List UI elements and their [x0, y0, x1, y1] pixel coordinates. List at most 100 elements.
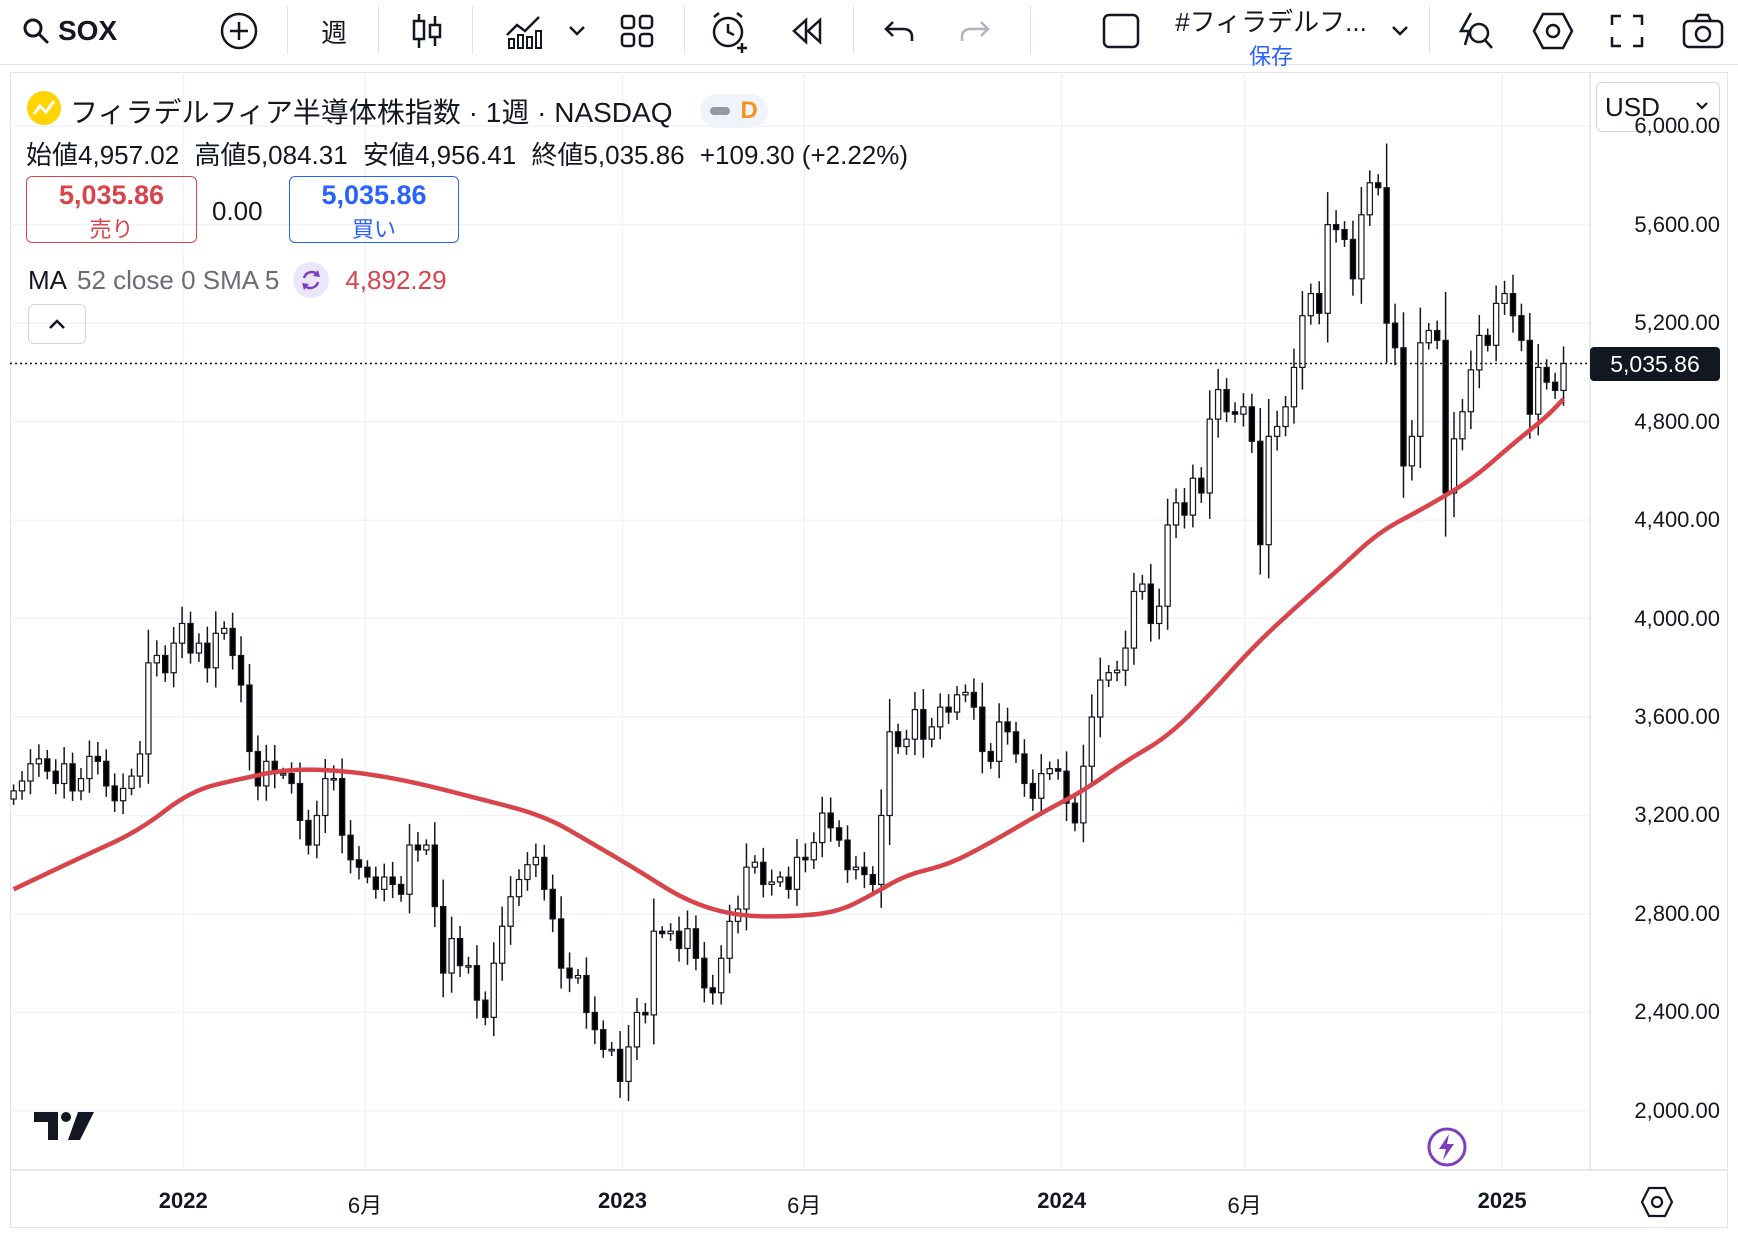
candle-body-up: [212, 632, 219, 669]
candle: [861, 852, 868, 889]
undo-icon: [883, 18, 915, 44]
candle-body-up: [953, 694, 961, 713]
candle-body-down: [355, 859, 363, 868]
candle-body-up: [776, 876, 784, 883]
candle-body-up: [27, 763, 34, 782]
candle-body-up: [886, 731, 893, 817]
layout-select-button[interactable]: [1098, 8, 1144, 54]
replay-button[interactable]: [784, 8, 830, 54]
candle-body-up: [1164, 524, 1171, 607]
candle: [1240, 393, 1247, 427]
candle-body-up: [313, 814, 321, 846]
chart-type-button[interactable]: [404, 8, 450, 54]
refresh-icon[interactable]: [293, 262, 330, 298]
candle: [35, 744, 43, 777]
ohlc-values: 始値4,957.02 高値5,084.31 安値4,956.41 終値5,035…: [26, 135, 908, 172]
layout-name-button[interactable]: #フィラデルフ... 保存: [1166, 0, 1376, 69]
candle: [1442, 291, 1449, 537]
lightning-icon[interactable]: [1426, 1126, 1468, 1173]
candle: [1147, 563, 1154, 642]
candle: [1324, 192, 1331, 343]
candle-body-down: [347, 834, 354, 861]
candle: [1206, 390, 1213, 519]
candle: [1551, 372, 1559, 399]
candle-body-down: [1316, 292, 1323, 314]
candle-body-up: [145, 662, 152, 755]
candle: [1214, 368, 1222, 438]
ma-indicator-legend[interactable]: MA 52 close 0 SMA 5 4,892.29: [28, 262, 447, 298]
alert-button[interactable]: [706, 8, 754, 54]
currency-select[interactable]: USD: [1596, 82, 1720, 132]
grid-lines: [10, 72, 1590, 1170]
series-title[interactable]: フィラデルフィア半導体株指数 · 1週 · NASDAQ: [70, 96, 673, 128]
candle: [473, 945, 481, 1019]
candle-body-up: [1560, 362, 1567, 392]
candle: [1088, 694, 1096, 787]
price-tick-label: 2,000.00: [1634, 1097, 1720, 1123]
candle-body-up: [18, 780, 26, 792]
indicators-button[interactable]: [500, 8, 548, 54]
candle-body-up: [903, 738, 910, 748]
redo-button[interactable]: [952, 8, 998, 54]
candle: [802, 843, 809, 873]
candle: [119, 773, 127, 815]
candle-body-down: [338, 777, 346, 836]
settings-button[interactable]: [1530, 8, 1576, 54]
collapse-legend-button[interactable]: [28, 304, 86, 344]
candle: [1383, 143, 1390, 363]
indicators-icon: [503, 11, 545, 51]
candle: [1417, 307, 1424, 469]
tradingview-logo[interactable]: [32, 1108, 96, 1149]
undo-button[interactable]: [876, 8, 922, 54]
candle: [10, 784, 17, 805]
candle-body-up: [1417, 342, 1424, 437]
compare-symbol-button[interactable]: [216, 8, 262, 54]
chart-container[interactable]: [10, 72, 1728, 1228]
divider: [853, 6, 854, 54]
candle-body-up: [1113, 669, 1121, 674]
candle-body-down: [659, 930, 666, 935]
candle: [642, 1002, 649, 1024]
candle-body-down: [709, 987, 716, 994]
candle-body-down: [1063, 770, 1070, 804]
screenshot-button[interactable]: [1680, 8, 1726, 54]
candle: [1046, 761, 1053, 781]
candle-body-up: [1290, 366, 1298, 408]
gear-hexagon-icon: [1640, 1186, 1674, 1222]
candle-body-up: [515, 878, 523, 898]
candle: [1038, 754, 1045, 816]
time-scale-settings-button[interactable]: [1640, 1186, 1674, 1223]
buy-button[interactable]: 5,035.86 買い: [289, 176, 459, 243]
symbol-search-button[interactable]: SOX: [22, 8, 122, 54]
candle: [1248, 393, 1256, 454]
price-tick-label: 6,000.00: [1634, 113, 1720, 139]
candle: [1501, 280, 1508, 315]
fullscreen-button[interactable]: [1604, 8, 1650, 54]
candle-body-up: [381, 876, 388, 890]
candle: [204, 626, 211, 683]
interval-button[interactable]: 週: [320, 17, 347, 48]
sell-button[interactable]: 5,035.86 売り: [26, 176, 197, 243]
candle-body-up: [1501, 292, 1508, 305]
quick-search-button[interactable]: [1452, 8, 1498, 54]
candle-body-up: [153, 654, 161, 664]
indicators-dropdown-button[interactable]: [565, 8, 589, 54]
templates-button[interactable]: [614, 8, 660, 54]
candle: [1113, 660, 1121, 682]
layout-dropdown-button[interactable]: [1388, 8, 1412, 54]
candle: [1476, 314, 1483, 389]
candle: [844, 825, 851, 883]
market-status-badge[interactable]: D: [700, 93, 768, 128]
candle-body-up: [684, 928, 691, 950]
candle: [1189, 464, 1197, 528]
candle: [541, 844, 548, 901]
candle: [1054, 759, 1062, 780]
candle-body-up: [507, 896, 514, 927]
candle: [1282, 395, 1289, 437]
candle: [852, 856, 860, 880]
candle-body-up: [936, 706, 944, 728]
candle: [709, 974, 716, 1005]
close-value: 5,035.86: [583, 140, 685, 170]
candle: [94, 741, 102, 775]
